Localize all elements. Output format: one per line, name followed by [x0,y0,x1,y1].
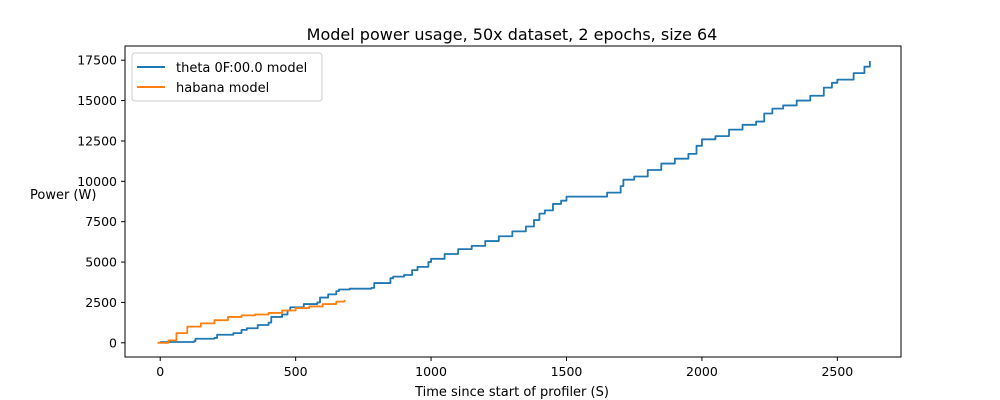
legend-label-theta: theta 0F:00.0 model [176,61,307,76]
x-tick-label: 1500 [551,364,583,379]
legend: theta 0F:00.0 model habana model [131,52,323,102]
x-tick-label: 0 [156,364,164,379]
series-line-habana [157,300,346,344]
series-lines [157,61,871,344]
x-tick-label: 2500 [821,364,853,379]
x-axis-label: Time since start of profiler (S) [414,385,609,400]
y-tick-label: 0 [109,335,117,350]
series-line-theta [160,61,871,343]
y-tick-label: 5000 [85,255,117,270]
x-tick-label: 2000 [686,364,718,379]
y-axis-label: Power (W) [30,188,96,203]
y-tick-label: 17500 [77,53,117,68]
y-tick-label: 2500 [85,295,117,310]
y-tick-label: 12500 [77,133,117,148]
legend-box [131,52,323,102]
chart-title: Model power usage, 50x dataset, 2 epochs… [307,25,718,44]
legend-label-habana: habana model [176,81,269,96]
x-tick-label: 1000 [415,364,447,379]
x-axis-ticks: 0 500 1000 1500 2000 2500 [156,357,853,379]
y-tick-label: 10000 [77,174,117,189]
plot-area-frame [124,45,902,358]
y-tick-label: 15000 [77,93,117,108]
y-tick-label: 7500 [85,214,117,229]
y-axis-ticks: 0 2500 5000 7500 10000 12500 15000 17500 [77,53,125,350]
x-tick-label: 500 [284,364,308,379]
